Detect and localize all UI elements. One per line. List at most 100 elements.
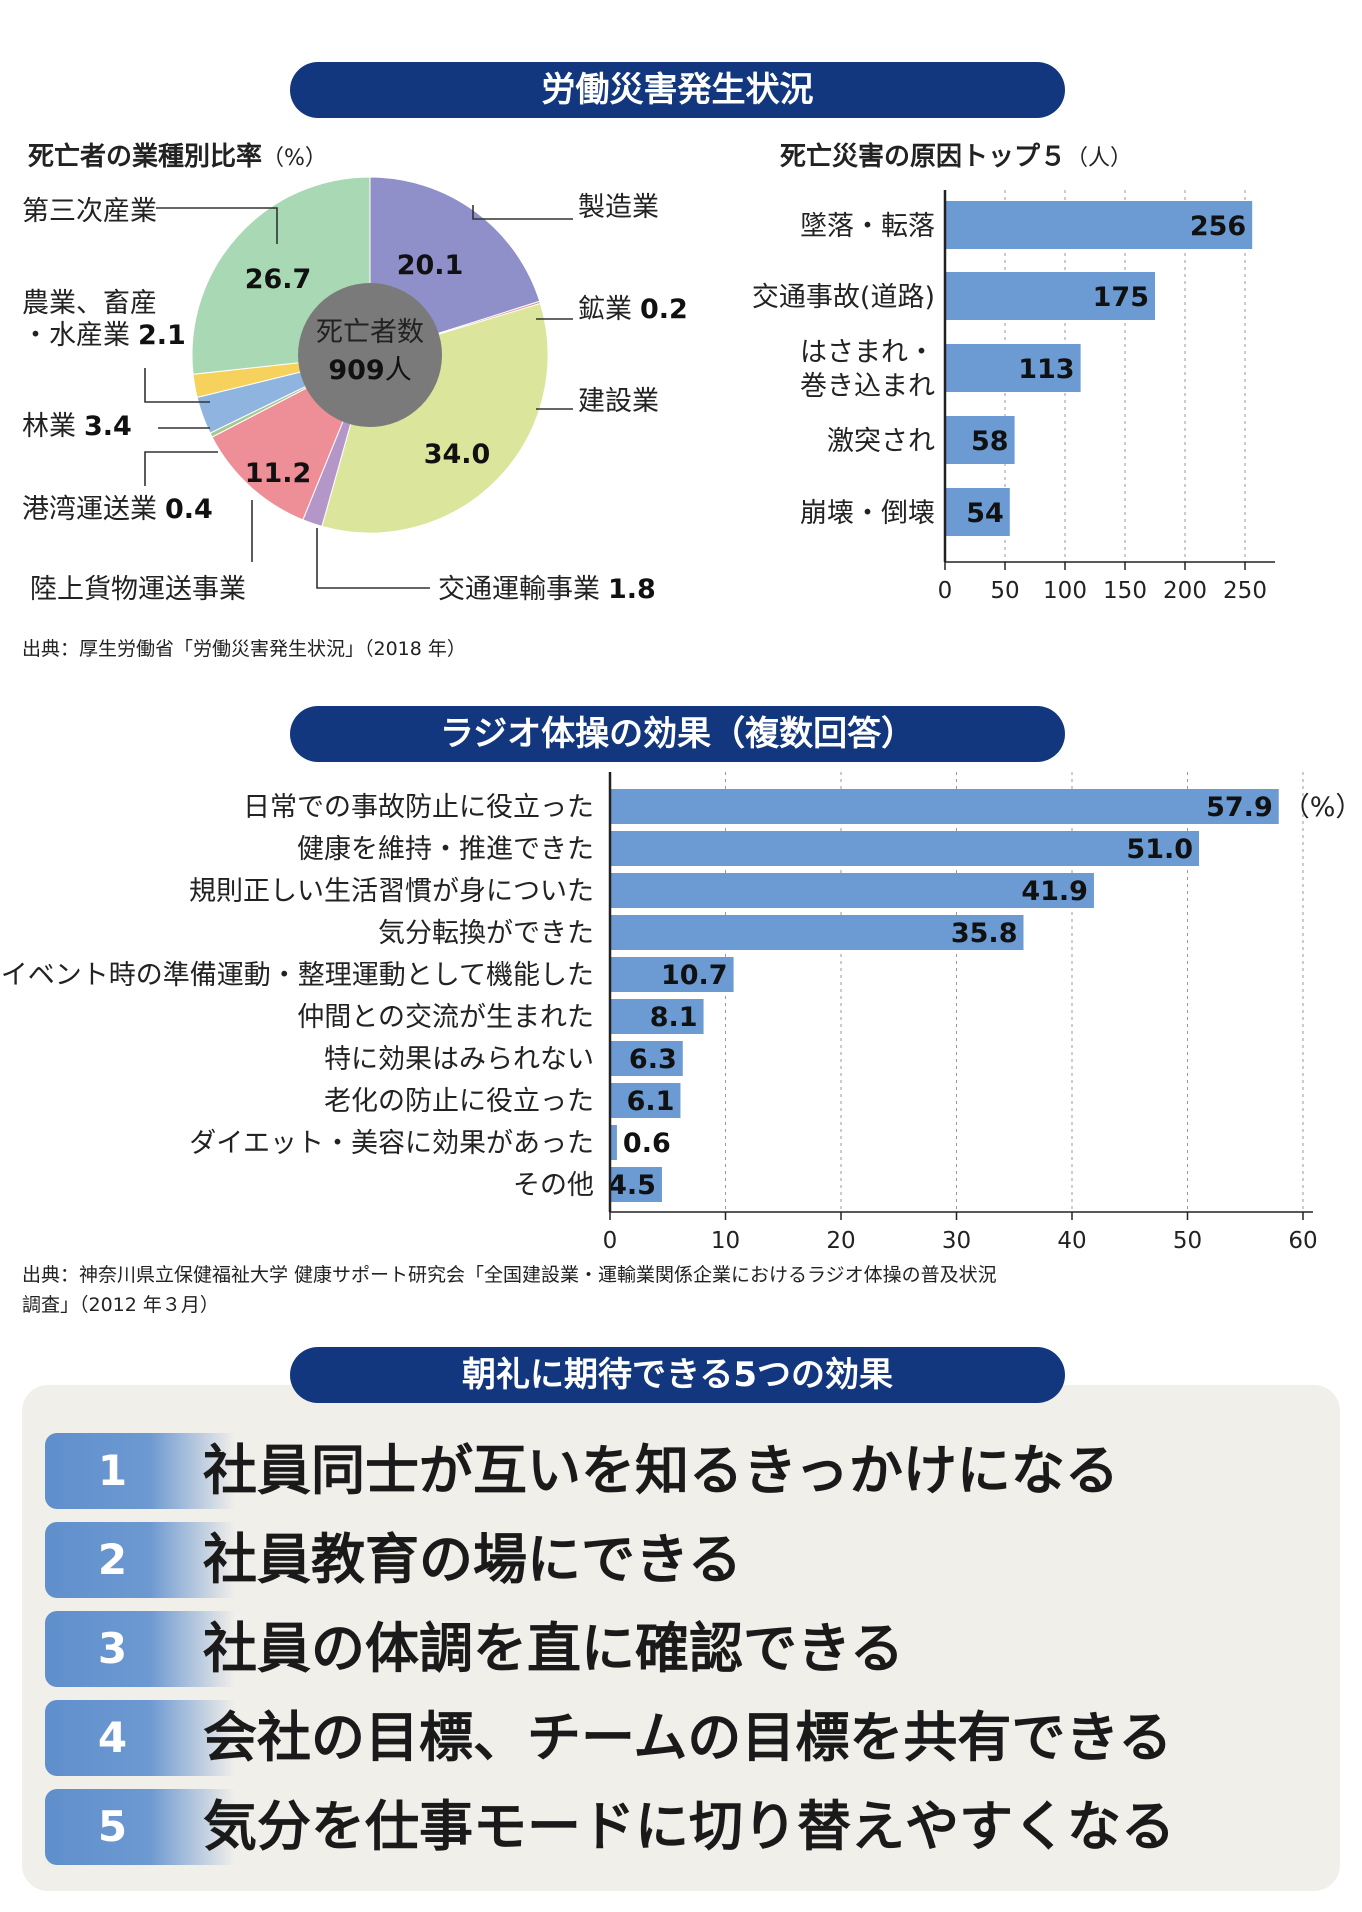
effect-text: 会社の目標、チームの目標を共有できる xyxy=(203,1706,1173,1769)
x-tick-label: 50 xyxy=(990,578,1019,604)
pie-category-label: ・水産業 2.1 xyxy=(22,320,186,351)
pie-category-label: 建設業 xyxy=(578,386,659,417)
bar-value-label: 6.3 xyxy=(629,1044,677,1075)
bar-value-label: 57.9 xyxy=(1206,792,1273,823)
bar xyxy=(610,1041,683,1076)
bar xyxy=(610,1083,681,1118)
category-label: その他 xyxy=(513,1170,594,1201)
category-label: イベント時の準備運動・整理運動として機能した xyxy=(1,960,594,991)
pie-category-label: 農業、畜産 xyxy=(22,288,157,319)
pie-category-label: 林業 3.4 xyxy=(22,411,132,442)
header-radio-exercise: ラジオ体操の効果（複数回答） xyxy=(290,706,1065,762)
category-label: 健康を維持・推進できた xyxy=(297,834,594,865)
pie-center-value: 909人 xyxy=(328,355,411,386)
bar xyxy=(945,416,1015,464)
x-tick-label: 150 xyxy=(1103,578,1147,604)
category-label: 墜落・転落 xyxy=(800,211,935,242)
x-tick-label: 40 xyxy=(1057,1228,1086,1254)
bar xyxy=(610,1125,617,1160)
source-note-1: 出典：厚生労働省「労働災害発生状況」（2018 年） xyxy=(22,638,466,660)
bar-value-label: 51.0 xyxy=(1126,834,1193,865)
bar-value-label: 6.1 xyxy=(627,1086,675,1117)
x-tick-label: 20 xyxy=(826,1228,855,1254)
bar-value-label: 35.8 xyxy=(951,918,1018,949)
bar xyxy=(610,831,1200,866)
effect-item-4: 4 会社の目標、チームの目標を共有できる xyxy=(45,1700,1305,1776)
x-tick-label: 0 xyxy=(938,578,953,604)
bar xyxy=(610,873,1094,908)
source-note-2: 出典：神奈川県立保健福祉大学 健康サポート研究会「全国建設業・運輸業関係企業にお… xyxy=(22,1260,997,1320)
header-labor-accidents: 労働災害発生状況 xyxy=(290,62,1065,118)
bar xyxy=(945,201,1253,249)
pie-category-label: 製造業 xyxy=(578,192,659,223)
bar xyxy=(945,488,1010,536)
x-tick-label: 200 xyxy=(1163,578,1207,604)
pie-category-label: 港湾運送業 0.4 xyxy=(22,494,213,525)
pie-chart: 死亡者数 909人 製造業 20.1 鉱業 0.2 建設業 34.0 交通運輸事業 1.8 陸上貨物… xyxy=(22,176,688,605)
category-label: 巻き込まれ xyxy=(800,371,935,402)
x-tick-label: 0 xyxy=(603,1228,618,1254)
bar xyxy=(945,272,1155,320)
pie-value-label: 2.1 xyxy=(138,320,186,351)
x-tick-label: 250 xyxy=(1223,578,1267,604)
pie-value-label: 1.8 xyxy=(608,574,656,605)
bar xyxy=(610,957,734,992)
bar xyxy=(945,344,1081,392)
pie-value-label: 0.2 xyxy=(640,294,688,325)
pie-category-label: 交通運輸事業 1.8 xyxy=(438,574,656,605)
effect-text: 社員の体調を直に確認できる xyxy=(203,1617,904,1680)
bar-value-label: 0.6 xyxy=(623,1128,671,1159)
effect-item-5: 5 気分を仕事モードに切り替えやすくなる xyxy=(45,1789,1305,1865)
bar-value-label: 41.9 xyxy=(1021,876,1088,907)
category-label: 規則正しい生活習慣が身についた xyxy=(189,876,594,907)
source-note-2-line1: 出典：神奈川県立保健福祉大学 健康サポート研究会「全国建設業・運輸業関係企業にお… xyxy=(22,1264,997,1286)
pie-category-label: 陸上貨物運送事業 xyxy=(30,574,246,605)
bar-value-label: 10.7 xyxy=(661,960,728,991)
category-label: 崩壊・倒壊 xyxy=(800,498,935,529)
pie-center-disc xyxy=(298,283,442,427)
category-label: ダイエット・美容に効果があった xyxy=(189,1128,594,1159)
effect-number-badge: 4 xyxy=(45,1700,235,1776)
effect-item-1: 1 社員同士が互いを知るきっかけになる xyxy=(45,1433,1305,1509)
pie-leader-line xyxy=(472,205,573,220)
morning-meeting-panel xyxy=(22,1385,1340,1891)
pie-value-label: 26.7 xyxy=(245,264,312,295)
effect-item-3: 3 社員の体調を直に確認できる xyxy=(45,1611,1305,1687)
pie-leader-line xyxy=(316,528,430,589)
effect-item-2: 2 社員教育の場にできる xyxy=(45,1522,1305,1598)
pie-value-label: 3.4 xyxy=(84,411,132,442)
bar-value-label: 8.1 xyxy=(650,1002,698,1033)
category-label: はさまれ・ xyxy=(800,337,935,368)
bar xyxy=(610,915,1024,950)
category-label: 交通事故(道路) xyxy=(752,282,935,313)
bar xyxy=(610,1167,662,1202)
bar-value-label: 54 xyxy=(966,498,1004,529)
x-tick-label: 30 xyxy=(942,1228,971,1254)
pie-category-label: 第三次産業 xyxy=(22,196,157,227)
x-tick-label: 100 xyxy=(1043,578,1087,604)
radio-bar-chart: 0 10 20 30 40 50 60 日常での事故防止に役立った 57.9 （%） 健康を維持・推… xyxy=(1,772,1362,1254)
bar-value-label: 4.5 xyxy=(608,1170,656,1201)
category-label: 老化の防止に役立った xyxy=(324,1086,594,1117)
pie-value-label: 20.1 xyxy=(397,250,464,281)
category-label: 日常での事故防止に役立った xyxy=(243,792,594,823)
effect-text: 気分を仕事モードに切り替えやすくなる xyxy=(203,1795,1175,1858)
bar-value-label: 113 xyxy=(1018,354,1074,385)
effect-number-badge: 1 xyxy=(45,1433,235,1509)
cause-bar-chart: 0 50 100 150 200 250 256 墜落・転落 175 交通事故(道路) 113 はさま… xyxy=(752,190,1275,604)
category-label: 激突され xyxy=(827,426,935,457)
bar xyxy=(610,789,1279,824)
pie-leader-line xyxy=(156,207,278,244)
cause-bar-title: 死亡災害の原因トップ５（人） xyxy=(780,142,1133,172)
source-note-2-line2: 調査」（2012 年３月） xyxy=(22,1294,219,1316)
x-tick-label: 10 xyxy=(711,1228,740,1254)
category-label: 特に効果はみられない xyxy=(324,1044,594,1075)
pie-value-label: 0.4 xyxy=(165,494,213,525)
effect-number-badge: 3 xyxy=(45,1611,235,1687)
pie-leader-line xyxy=(144,451,218,486)
bar-value-label: 175 xyxy=(1093,282,1149,313)
pie-center-label: 死亡者数 xyxy=(316,317,424,348)
effect-number-badge: 2 xyxy=(45,1522,235,1598)
pie-category-label: 鉱業 0.2 xyxy=(578,294,688,325)
bar-value-label: 58 xyxy=(971,426,1009,457)
